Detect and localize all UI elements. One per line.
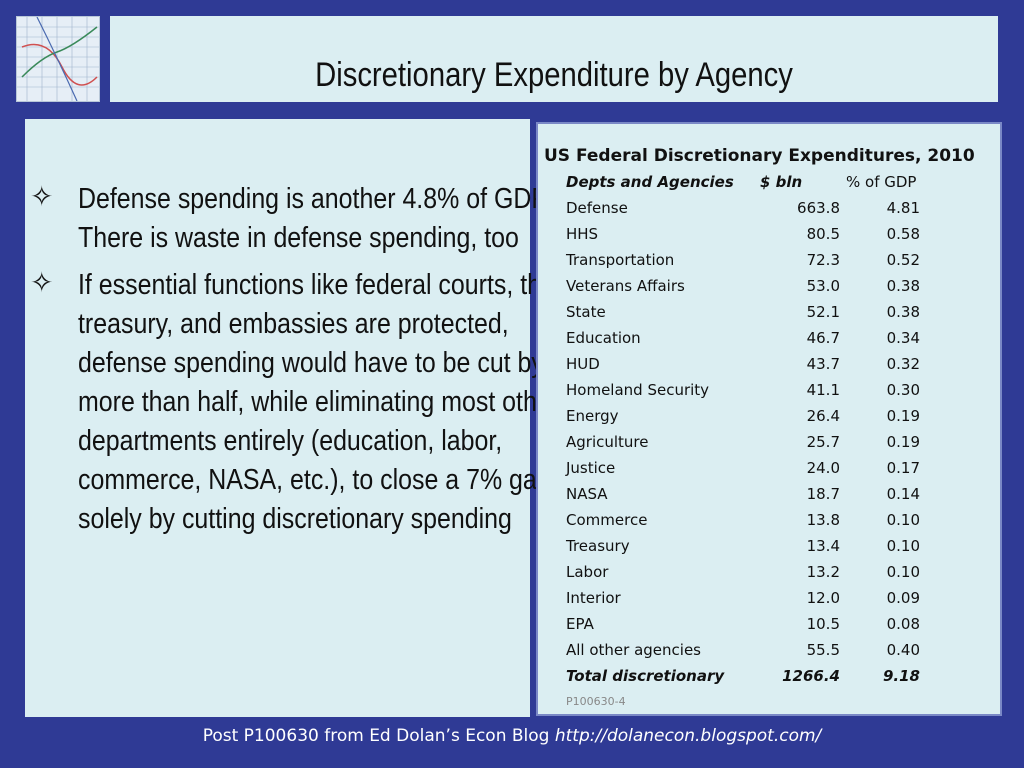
cell-gdp: 0.38 bbox=[886, 277, 920, 295]
cell-bln: 72.3 bbox=[806, 251, 840, 269]
cell-name: Commerce bbox=[566, 511, 648, 529]
table-row: Justice 24.0 0.17 bbox=[538, 459, 1000, 485]
cell-bln: 46.7 bbox=[806, 329, 840, 347]
cell-name: Energy bbox=[566, 407, 619, 425]
cell-name: HUD bbox=[566, 355, 600, 373]
four-point-star-icon: ✧ bbox=[30, 266, 54, 299]
cell-gdp: 0.30 bbox=[886, 381, 920, 399]
bullet-panel bbox=[25, 119, 530, 717]
cell-name: NASA bbox=[566, 485, 608, 503]
bullet-list: ✧ Defense spending is another 4.8% of GD… bbox=[30, 180, 559, 547]
table-row: HHS 80.5 0.58 bbox=[538, 225, 1000, 251]
cell-bln: 13.8 bbox=[806, 511, 840, 529]
table-row: Commerce 13.8 0.10 bbox=[538, 511, 1000, 537]
cell-name: All other agencies bbox=[566, 641, 701, 659]
cell-name: Justice bbox=[566, 459, 616, 477]
footer-url[interactable]: http://dolanecon.blogspot.com/ bbox=[554, 726, 822, 746]
table-row: Homeland Security 41.1 0.30 bbox=[538, 381, 1000, 407]
cell-gdp: 0.19 bbox=[886, 433, 920, 451]
footer-text: Post P100630 from Ed Dolan’s Econ Blog bbox=[202, 726, 555, 746]
cell-bln: 663.8 bbox=[797, 199, 840, 217]
table-row: HUD 43.7 0.32 bbox=[538, 355, 1000, 381]
cell-name: Veterans Affairs bbox=[566, 277, 685, 295]
cell-gdp: 0.14 bbox=[886, 485, 920, 503]
table-row: All other agencies 55.5 0.40 bbox=[538, 641, 1000, 667]
cell-name: Treasury bbox=[566, 537, 630, 555]
cell-name: Agriculture bbox=[566, 433, 649, 451]
table-row: Agriculture 25.7 0.19 bbox=[538, 433, 1000, 459]
chart-thumbnail-icon bbox=[17, 17, 99, 101]
cell-gdp: 0.19 bbox=[886, 407, 920, 425]
cell-bln: 41.1 bbox=[806, 381, 840, 399]
cell-bln: 43.7 bbox=[806, 355, 840, 373]
table-row: Defense 663.8 4.81 bbox=[538, 199, 1000, 225]
bullet-text: If essential functions like federal cour… bbox=[78, 269, 560, 535]
cell-name: Homeland Security bbox=[566, 381, 710, 399]
cell-name: Labor bbox=[566, 563, 609, 581]
table-row: Treasury 13.4 0.10 bbox=[538, 537, 1000, 563]
table-row: State 52.1 0.38 bbox=[538, 303, 1000, 329]
cell-gdp: 0.32 bbox=[886, 355, 920, 373]
cell-name: Transportation bbox=[566, 251, 675, 269]
cell-name: EPA bbox=[566, 615, 594, 633]
cell-bln: 13.2 bbox=[806, 563, 840, 581]
expenditure-table: US Federal Discretionary Expenditures, 2… bbox=[536, 122, 1002, 716]
cell-bln: 53.0 bbox=[806, 277, 840, 295]
cell-bln: 25.7 bbox=[806, 433, 840, 451]
table-footnote: P100630-4 bbox=[566, 695, 626, 708]
cell-gdp: 0.08 bbox=[886, 615, 920, 633]
table-row: Energy 26.4 0.19 bbox=[538, 407, 1000, 433]
table-total-row: Total discretionary 1266.4 9.18 bbox=[538, 667, 1000, 693]
slide-title: Discretionary Expenditure by Agency bbox=[315, 56, 793, 94]
cell-gdp: 0.10 bbox=[886, 563, 920, 581]
cell-gdp: 0.52 bbox=[886, 251, 920, 269]
table-row: NASA 18.7 0.14 bbox=[538, 485, 1000, 511]
thumbnail-image bbox=[16, 16, 100, 102]
cell-name: Education bbox=[566, 329, 641, 347]
cell-bln: 18.7 bbox=[806, 485, 840, 503]
cell-bln: 1266.4 bbox=[782, 667, 840, 685]
cell-bln: 55.5 bbox=[806, 641, 840, 659]
header-bln: $ bln bbox=[760, 173, 803, 191]
cell-name: Defense bbox=[566, 199, 628, 217]
table-row: Transportation 72.3 0.52 bbox=[538, 251, 1000, 277]
table-row: Education 46.7 0.34 bbox=[538, 329, 1000, 355]
cell-name: Interior bbox=[566, 589, 621, 607]
cell-name: HHS bbox=[566, 225, 599, 243]
bullet-item: ✧ Defense spending is another 4.8% of GD… bbox=[30, 180, 552, 258]
bullet-item: ✧ If essential functions like federal co… bbox=[30, 266, 559, 539]
table-row: EPA 10.5 0.08 bbox=[538, 615, 1000, 641]
cell-gdp: 4.81 bbox=[886, 199, 920, 217]
header-gdp: % of GDP bbox=[846, 173, 917, 191]
four-point-star-icon: ✧ bbox=[30, 180, 54, 213]
title-panel: Discretionary Expenditure by Agency bbox=[110, 16, 998, 102]
cell-gdp: 0.10 bbox=[886, 511, 920, 529]
cell-name: State bbox=[566, 303, 606, 321]
cell-bln: 13.4 bbox=[806, 537, 840, 555]
cell-name: Total discretionary bbox=[566, 667, 725, 685]
table-row: Veterans Affairs 53.0 0.38 bbox=[538, 277, 1000, 303]
table-row: Interior 12.0 0.09 bbox=[538, 589, 1000, 615]
cell-bln: 26.4 bbox=[806, 407, 840, 425]
bullet-text: Defense spending is another 4.8% of GDP.… bbox=[78, 183, 552, 254]
cell-gdp: 0.09 bbox=[886, 589, 920, 607]
cell-bln: 52.1 bbox=[806, 303, 840, 321]
cell-bln: 10.5 bbox=[806, 615, 840, 633]
cell-gdp: 0.40 bbox=[886, 641, 920, 659]
header-name: Depts and Agencies bbox=[566, 173, 734, 191]
cell-gdp: 0.34 bbox=[886, 329, 920, 347]
cell-bln: 80.5 bbox=[806, 225, 840, 243]
cell-bln: 24.0 bbox=[806, 459, 840, 477]
cell-gdp: 9.18 bbox=[882, 667, 920, 685]
cell-gdp: 0.58 bbox=[886, 225, 920, 243]
table-row: Labor 13.2 0.10 bbox=[538, 563, 1000, 589]
footer: Post P100630 from Ed Dolan’s Econ Blog h… bbox=[0, 726, 1024, 746]
cell-gdp: 0.17 bbox=[886, 459, 920, 477]
cell-bln: 12.0 bbox=[806, 589, 840, 607]
cell-gdp: 0.10 bbox=[886, 537, 920, 555]
cell-gdp: 0.38 bbox=[886, 303, 920, 321]
table-title: US Federal Discretionary Expenditures, 2… bbox=[544, 146, 975, 166]
